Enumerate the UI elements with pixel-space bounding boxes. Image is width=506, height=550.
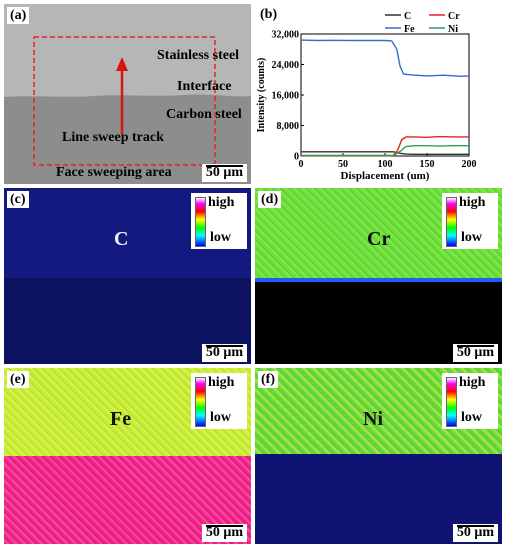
y-tick-label: 16,000 xyxy=(272,91,300,102)
panel-label: (f) xyxy=(258,371,278,388)
intensity-colorbar: high low xyxy=(442,193,498,249)
element-label: Cr xyxy=(367,228,391,250)
intensity-colorbar: high low xyxy=(191,193,247,249)
x-tick-label: 0 xyxy=(299,159,304,170)
scale-bar: 50 μm xyxy=(452,524,498,542)
series-line-c xyxy=(301,151,469,156)
panel-label: (e) xyxy=(7,371,29,388)
line-scan-chart: 0 50 100 150 200 0 8,000 16,000 24,000 32,000 Disp… xyxy=(256,11,477,182)
y-axis-label: Intensity (counts) xyxy=(256,58,267,133)
legend-entry-ni: Ni xyxy=(448,24,458,35)
series-line-ni xyxy=(301,144,469,157)
scale-bar: 50 μm xyxy=(201,164,247,182)
panel-a-sem-image: (a) Stainless steel Interface Carbon ste… xyxy=(4,4,251,184)
line-sweep-label: Line sweep track xyxy=(62,130,164,145)
interface-boundary xyxy=(4,94,251,184)
scale-bar: 50 μm xyxy=(201,524,247,542)
legend-entry-fe: Fe xyxy=(404,24,415,35)
scale-bar: 50 μm xyxy=(452,344,498,362)
panel-e-iron-map: (e) Fe high low 50 μm xyxy=(4,368,251,544)
x-tick-label: 50 xyxy=(338,159,348,170)
panel-f-nickel-map: (f) Ni high low 50 μm xyxy=(255,368,502,544)
y-tick-label: 24,000 xyxy=(272,60,300,71)
sweep-overlay xyxy=(33,36,216,166)
legend-entry-c: C xyxy=(404,11,411,22)
x-tick-label: 150 xyxy=(420,159,435,170)
interface-edge xyxy=(255,278,502,282)
panel-c-carbon-map: (c) C high low 50 μm xyxy=(4,188,251,364)
plot-frame xyxy=(300,33,470,157)
panel-label: (c) xyxy=(7,191,29,208)
x-tick-label: 200 xyxy=(462,159,477,170)
panel-label: (d) xyxy=(258,191,282,208)
intensity-colorbar: high low xyxy=(191,373,247,429)
element-label: C xyxy=(114,228,129,250)
series-line-fe xyxy=(300,39,470,78)
stainless-steel-region xyxy=(4,4,251,99)
face-sweeping-box xyxy=(33,36,216,166)
stainless-steel-label: Stainless steel xyxy=(157,48,240,63)
scale-bar: 50 μm xyxy=(201,344,247,362)
y-tick-label: 32,000 xyxy=(272,30,300,41)
interface-label: Interface xyxy=(177,79,232,94)
panel-label: (b) xyxy=(257,6,281,23)
y-tick-label: 0 xyxy=(294,152,299,163)
element-label: Fe xyxy=(110,408,132,430)
panel-d-chromium-map: (d) Cr high low 50 μm xyxy=(255,188,502,364)
element-label: Ni xyxy=(363,408,383,430)
face-sweep-label: Face sweeping area xyxy=(56,165,172,180)
carbon-steel-label: Carbon steel xyxy=(166,107,242,122)
panel-b-chart: 0 50 100 150 200 0 8,000 16,000 24,000 32,000 Disp… xyxy=(255,4,502,184)
y-tick-label: 8,000 xyxy=(277,121,300,132)
x-tick-label: 100 xyxy=(378,159,393,170)
x-axis-label: Displacement (um) xyxy=(341,170,430,182)
intensity-colorbar: high low xyxy=(442,373,498,429)
legend-entry-cr: Cr xyxy=(448,11,460,22)
panel-label: (a) xyxy=(7,7,30,24)
